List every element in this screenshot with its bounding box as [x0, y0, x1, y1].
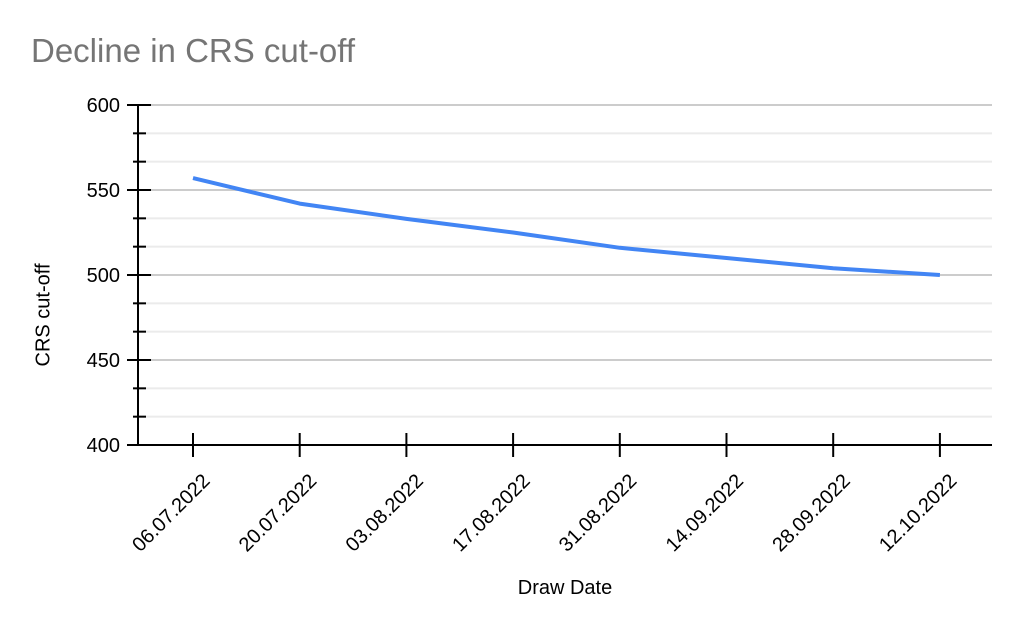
- x-tick-label: 31.08.2022: [555, 470, 641, 556]
- series-line: [192, 176, 941, 277]
- x-tick-label: 14.09.2022: [662, 470, 748, 556]
- y-tick-label: 550: [87, 180, 120, 202]
- y-tick-label: 400: [87, 435, 120, 457]
- x-axis-title: Draw Date: [517, 577, 613, 599]
- y-tick-label: 500: [87, 265, 120, 287]
- x-tick-label: 28.09.2022: [768, 470, 854, 556]
- x-tick-label: 06.07.2022: [128, 470, 214, 556]
- chart-title: Decline in CRS cut-off: [31, 32, 356, 69]
- x-tick-label: 03.08.2022: [342, 470, 428, 556]
- y-tick-label: 450: [87, 350, 120, 372]
- x-tick-label: 20.07.2022: [235, 470, 321, 556]
- x-tick-label: 12.10.2022: [875, 470, 961, 556]
- x-tick-label: 17.08.2022: [448, 470, 534, 556]
- y-tick-label: 600: [87, 95, 120, 117]
